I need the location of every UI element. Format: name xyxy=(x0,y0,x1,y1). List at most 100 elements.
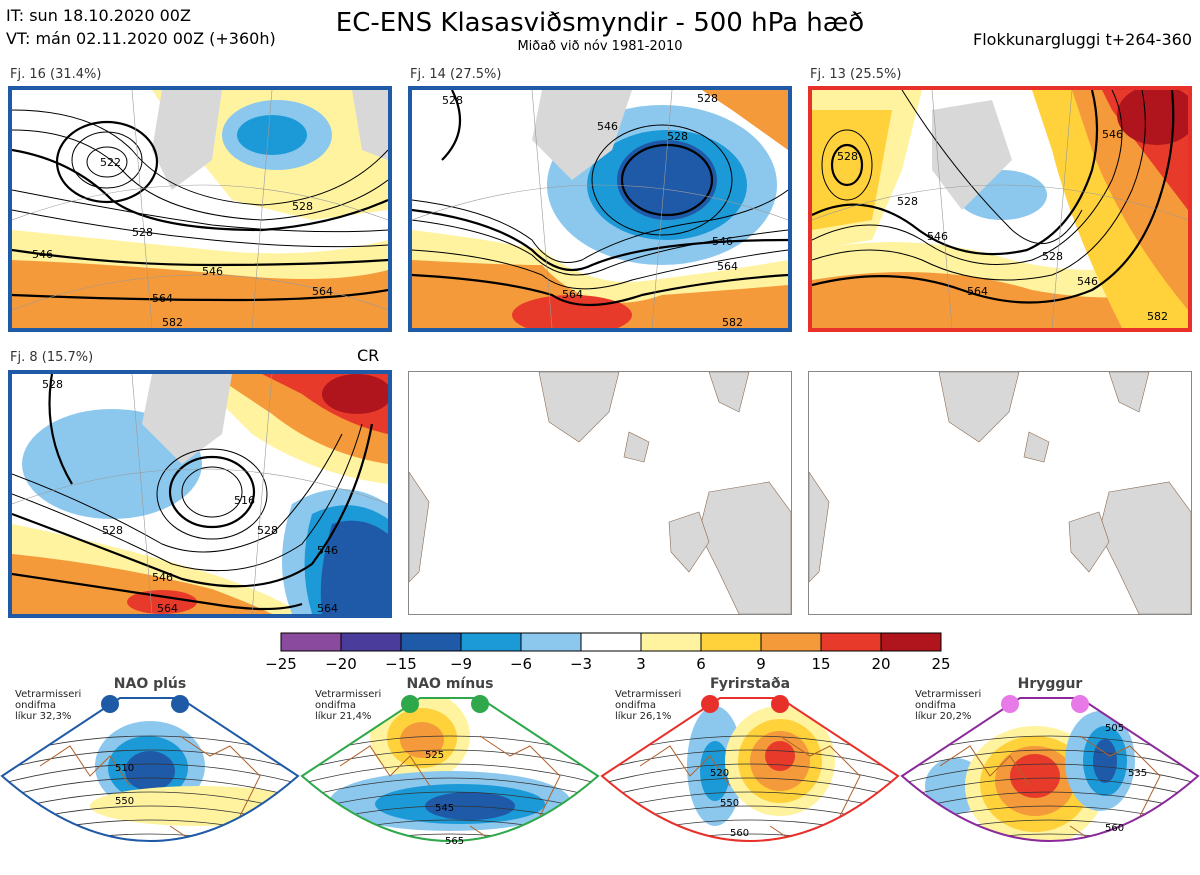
contour-label: 528 xyxy=(442,94,463,107)
colorbar-tick-label: 20 xyxy=(871,655,891,673)
cluster-map-2[interactable]: 528 528 546 528 546 564 564 582 xyxy=(408,86,792,332)
height-contour xyxy=(902,749,1198,771)
contour-label: 528 xyxy=(132,226,153,239)
colorbar-swatch xyxy=(460,632,522,652)
colorbar-tick-label: −25 xyxy=(265,655,297,673)
height-contour xyxy=(902,763,1198,785)
contour-label: 546 xyxy=(1077,275,1098,288)
contour-label: 520 xyxy=(710,768,729,779)
regime-note: Vetrarmisseri ondifma líkur 26,1% xyxy=(615,689,682,722)
height-contour xyxy=(302,833,598,841)
colorbar-swatch xyxy=(820,632,882,652)
regime-title: Fyrirstaða xyxy=(709,676,791,692)
contour-label: 545 xyxy=(435,803,454,814)
height-contour xyxy=(2,833,298,841)
colorbar-swatch xyxy=(340,632,402,652)
panel-label-2: Fj. 14 (27.5%) xyxy=(410,67,502,82)
page-subtitle: Miðað við nóv 1981-2010 xyxy=(517,39,683,54)
contour-label: 535 xyxy=(1128,768,1147,779)
cluster-map-1[interactable]: 522 528 528 546 546 564 564 582 xyxy=(8,86,392,332)
contour-label: 505 xyxy=(1105,723,1124,734)
colorbar-tick-label: 3 xyxy=(636,655,646,673)
height-contour xyxy=(2,763,298,785)
contour-label: 528 xyxy=(1042,250,1063,263)
regime-outline xyxy=(900,697,1200,842)
page-title: EC-ENS Klasasviðsmyndir - 500 hPa hæð xyxy=(335,8,865,38)
contour-label: 564 xyxy=(562,288,583,301)
anomaly-shading xyxy=(1010,852,1040,864)
colorbar-swatch xyxy=(880,632,942,652)
contour-label: 546 xyxy=(712,235,733,248)
height-contour xyxy=(2,791,298,813)
colorbar-swatch xyxy=(520,632,582,652)
contour-label: 546 xyxy=(927,230,948,243)
contour-label: 528 xyxy=(292,200,313,213)
contour-label: 528 xyxy=(667,130,688,143)
contour-label: 546 xyxy=(202,265,223,278)
colorbar-tick-label: 6 xyxy=(696,655,706,673)
panel-label-1: Fj. 16 (31.4%) xyxy=(10,67,102,82)
height-contour xyxy=(302,777,598,799)
height-contour xyxy=(602,763,898,785)
regime-panel: 520 550 560 Fyrirstaða Vetrarmisseri ondifma l… xyxy=(600,676,900,871)
contour-label: 528 xyxy=(697,92,718,105)
regime-panel: 505 535 560 Hryggur Vetrarmisseri ondifma líku… xyxy=(900,676,1200,871)
contour-label: 546 xyxy=(152,571,173,584)
contour-label: 546 xyxy=(1102,128,1123,141)
contour-label: 550 xyxy=(720,798,739,809)
colorbar-swatch xyxy=(580,632,642,652)
colorbar-tick-label: −3 xyxy=(569,655,593,673)
regime-panel: 510 550 NAO plús Vetrarmisseri ondifma líkur … xyxy=(0,676,300,871)
anomaly-shading xyxy=(125,751,175,791)
regime-center-dot xyxy=(771,695,789,713)
regime-outline xyxy=(0,697,300,842)
colorbar-swatch xyxy=(640,632,702,652)
colorbar-tick-label: 9 xyxy=(756,655,766,673)
regime-center-dot xyxy=(471,695,489,713)
contour-label: 510 xyxy=(115,763,134,774)
colorbar-swatch xyxy=(700,632,762,652)
colorbar-swatch xyxy=(400,632,462,652)
anomaly-shading xyxy=(765,741,795,771)
height-contour xyxy=(302,763,598,785)
colorbar-tick-label: 15 xyxy=(811,655,831,673)
contour-label: 528 xyxy=(102,524,123,537)
regime-center-dot xyxy=(171,695,189,713)
height-contour xyxy=(602,791,898,813)
contour-label: 528 xyxy=(837,150,858,163)
contour-label: 516 xyxy=(234,494,255,507)
anomaly-shading xyxy=(1010,754,1060,798)
anomaly-shading xyxy=(400,722,444,758)
header-init-times: IT: sun 18.10.2020 00Z VT: mán 02.11.202… xyxy=(6,4,276,50)
valid-time: VT: mán 02.11.2020 00Z (+360h) xyxy=(6,29,276,48)
height-contour xyxy=(2,777,298,799)
colorbar-tick-label: −15 xyxy=(385,655,417,673)
regime-outline xyxy=(300,697,600,842)
contour-label: 582 xyxy=(722,316,743,328)
contour-label: 522 xyxy=(100,156,121,169)
regime-outline xyxy=(600,697,900,842)
height-contour xyxy=(902,833,1198,841)
contour-label: 564 xyxy=(317,602,338,614)
contour-label: 582 xyxy=(1147,310,1168,323)
regime-note: Vetrarmisseri ondifma líkur 32,3% xyxy=(15,689,82,722)
contour-label: 564 xyxy=(717,260,738,273)
cluster-map-4[interactable]: 528 516 528 546 528 546 564 564 xyxy=(8,370,392,618)
regime-note: Vetrarmisseri ondifma líkur 20,2% xyxy=(915,689,982,722)
contour-label: 528 xyxy=(897,195,918,208)
colorbar-tick-label: −9 xyxy=(449,655,473,673)
height-contour xyxy=(2,749,298,771)
empty-map-5 xyxy=(408,371,792,615)
anomaly-shading xyxy=(1093,739,1117,783)
contour-label: 546 xyxy=(32,248,53,261)
cluster-map-3[interactable]: 528 528 546 546 528 546 564 582 xyxy=(808,86,1192,332)
regime-center-dot xyxy=(101,695,119,713)
regime-title: NAO mínus xyxy=(406,676,494,692)
regime-note: Vetrarmisseri ondifma líkur 21,4% xyxy=(315,689,382,722)
regime-center-dot xyxy=(401,695,419,713)
contour-label: 564 xyxy=(312,285,333,298)
contour-label: 525 xyxy=(425,750,444,761)
contour-label: 560 xyxy=(730,828,749,839)
contour-label: 546 xyxy=(597,120,618,133)
regime-title: Hryggur xyxy=(1017,676,1083,692)
